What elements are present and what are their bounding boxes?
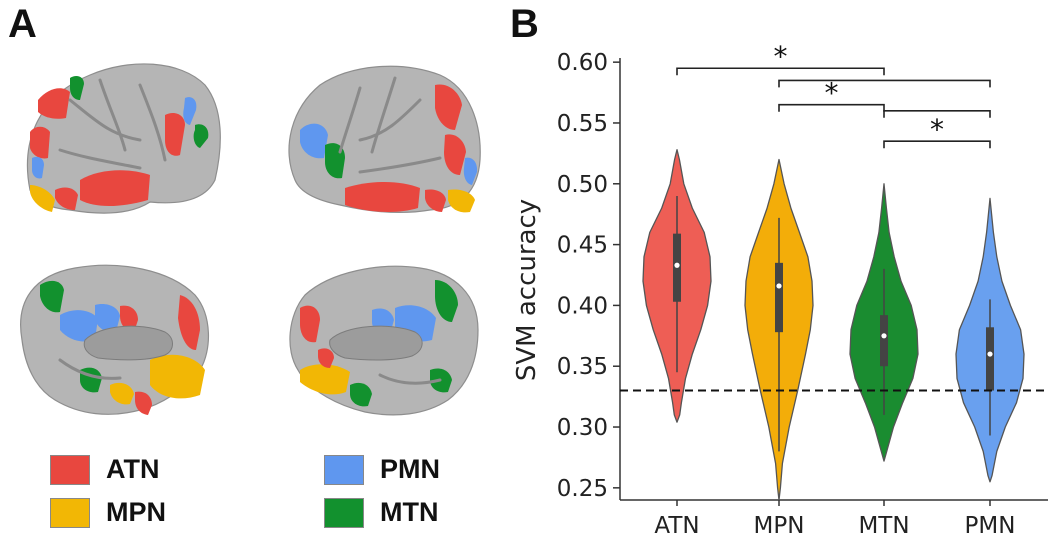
network-region-atn <box>178 295 200 350</box>
network-region-mpn <box>150 354 205 399</box>
network-region-mpn <box>448 189 475 213</box>
y-tick-label: 0.25 <box>557 476 608 502</box>
network-region-atn <box>38 88 70 119</box>
network-region-atn <box>165 113 185 156</box>
legend-swatch-mpn <box>50 497 90 528</box>
network-region-pmn <box>60 310 98 342</box>
network-region-mtn <box>435 280 458 322</box>
legend-item-atn: ATN <box>50 454 160 485</box>
network-region-pmn <box>300 123 328 159</box>
significance-marker: * <box>825 77 839 110</box>
network-region-mtn <box>70 76 84 100</box>
network-region-atn <box>30 126 50 159</box>
y-tick-label: 0.60 <box>557 50 608 76</box>
legend-item-mtn: MTN <box>324 497 438 528</box>
network-region-atn <box>425 189 446 212</box>
significance-bracket <box>778 79 991 88</box>
significance-marker: * <box>930 113 944 146</box>
network-region-atn <box>135 391 152 415</box>
network-region-pmn <box>183 97 197 125</box>
y-tick-label: 0.40 <box>557 293 608 319</box>
brain-lateral-right <box>288 65 481 214</box>
network-region-mpn <box>110 382 134 405</box>
significance-bracket <box>676 67 885 76</box>
brain-medial-right <box>289 265 479 416</box>
brain-medial-left <box>20 264 209 415</box>
significance-bracket <box>883 110 991 118</box>
network-region-pmn <box>463 157 478 185</box>
violin-iqr-box <box>775 262 783 333</box>
x-tick-label: MTN <box>858 513 909 539</box>
network-region-atn <box>345 182 420 212</box>
legend-swatch-atn <box>50 454 90 485</box>
y-axis-label: SVM accuracy <box>512 199 542 381</box>
violin-iqr-box <box>986 327 994 391</box>
network-region-atn <box>435 84 462 130</box>
network-region-pmn <box>32 156 44 179</box>
legend-swatch-pmn <box>324 454 364 485</box>
network-region-mtn <box>350 382 372 407</box>
y-tick-label: 0.50 <box>557 172 608 198</box>
violin-iqr-box <box>880 315 888 367</box>
brain-surface-renderings <box>20 63 481 416</box>
y-tick-label: 0.55 <box>557 111 608 137</box>
network-region-mpn <box>30 185 55 212</box>
legend-label-pmn: PMN <box>380 454 440 484</box>
significance-marker: * <box>774 40 788 73</box>
significance-bracket <box>778 103 885 112</box>
network-region-mtn <box>193 124 209 148</box>
network-region-atn <box>120 305 138 332</box>
network-region-mpn <box>300 364 350 395</box>
violin-median <box>674 262 680 268</box>
y-tick-label: 0.30 <box>557 415 608 441</box>
panel-b-label: B <box>510 2 539 46</box>
network-region-mtn <box>40 280 64 313</box>
network-region-atn <box>318 348 334 368</box>
violin-median <box>776 283 782 289</box>
y-tick-label: 0.35 <box>557 354 608 380</box>
network-region-atn <box>300 305 320 343</box>
legend-label-mpn: MPN <box>106 497 166 527</box>
legend-item-mpn: MPN <box>50 497 166 528</box>
brain-lateral-left <box>26 63 221 214</box>
violin-chart: 0.25 0.30 0.35 0.40 0.45 0.50 0.55 0.60 SVM accu… <box>512 40 1048 539</box>
legend-label-mtn: MTN <box>380 497 439 527</box>
network-region-atn <box>55 187 78 210</box>
x-tick-label: MPN <box>754 513 805 539</box>
y-tick-label: 0.45 <box>557 233 608 259</box>
network-region-atn <box>80 170 150 206</box>
x-tick-label: PMN <box>965 513 1016 539</box>
legend-item-pmn: PMN <box>324 454 440 485</box>
significance-bracket <box>883 140 991 149</box>
legend-label-atn: ATN <box>106 454 160 484</box>
x-tick-label: ATN <box>654 513 699 539</box>
violin-median <box>881 333 887 339</box>
panel-a-label: A <box>8 2 37 46</box>
violin-median <box>987 351 993 357</box>
network-region-pmn <box>95 304 120 333</box>
network-region-atn <box>444 134 466 175</box>
legend-swatch-mtn <box>324 497 364 528</box>
